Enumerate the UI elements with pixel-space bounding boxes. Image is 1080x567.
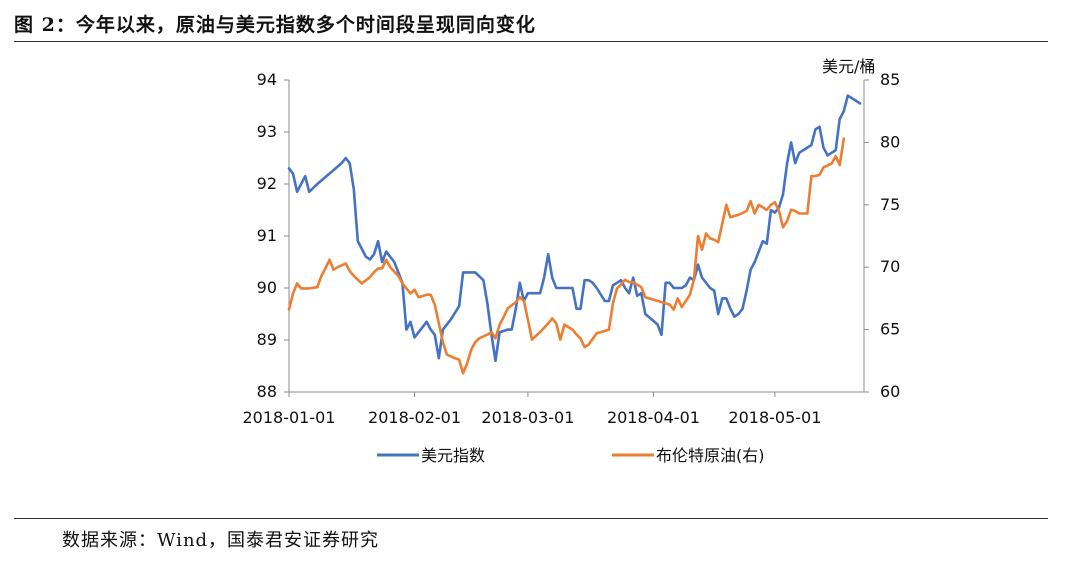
y-right-tick-label: 60 [880, 382, 900, 401]
y-left-tick-label: 93 [257, 122, 277, 141]
y-left-tick-label: 89 [257, 330, 277, 349]
chart-series [287, 94, 862, 375]
x-tick-label: 2018-03-01 [481, 408, 574, 427]
bottom-rule [14, 518, 1048, 519]
y-left-tick-label: 88 [257, 382, 277, 401]
y-left-tick-label: 91 [257, 226, 277, 245]
y-left-tick-label: 92 [257, 174, 277, 193]
y-right-tick-label: 65 [880, 320, 900, 339]
top-rule [14, 41, 1048, 42]
x-tick-label: 2018-02-01 [368, 408, 461, 427]
y-right-tick-label: 75 [880, 195, 900, 214]
legend-label-usd-index: 美元指数 [421, 446, 485, 465]
x-tick-label: 2018-01-01 [243, 408, 336, 427]
series-line-brent-oil [287, 137, 846, 375]
y-right-tick-label: 80 [880, 132, 900, 151]
figure-title: 图 2：今年以来，原油与美元指数多个时间段呈现同向变化 [14, 14, 536, 36]
y-right-tick-label: 70 [880, 257, 900, 276]
x-tick-label: 2018-05-01 [728, 408, 821, 427]
x-tick-label: 2018-04-01 [607, 408, 700, 427]
y-left-tick-label: 90 [257, 278, 277, 297]
y-right-tick-label: 85 [880, 70, 900, 89]
chart-legend: 美元指数 布伦特原油(右) [377, 446, 765, 465]
series-line-usd-index [287, 94, 862, 363]
y-left-tick-label: 94 [257, 70, 277, 89]
chart-axes: 88 89 90 91 92 93 94 60 65 70 75 80 85 美元/桶 2018-01-01… [243, 57, 901, 427]
y-right-unit-label: 美元/桶 [822, 57, 875, 76]
source-note: 数据来源：Wind，国泰君安证券研究 [62, 530, 380, 551]
legend-label-brent-oil: 布伦特原油(右) [656, 446, 765, 465]
